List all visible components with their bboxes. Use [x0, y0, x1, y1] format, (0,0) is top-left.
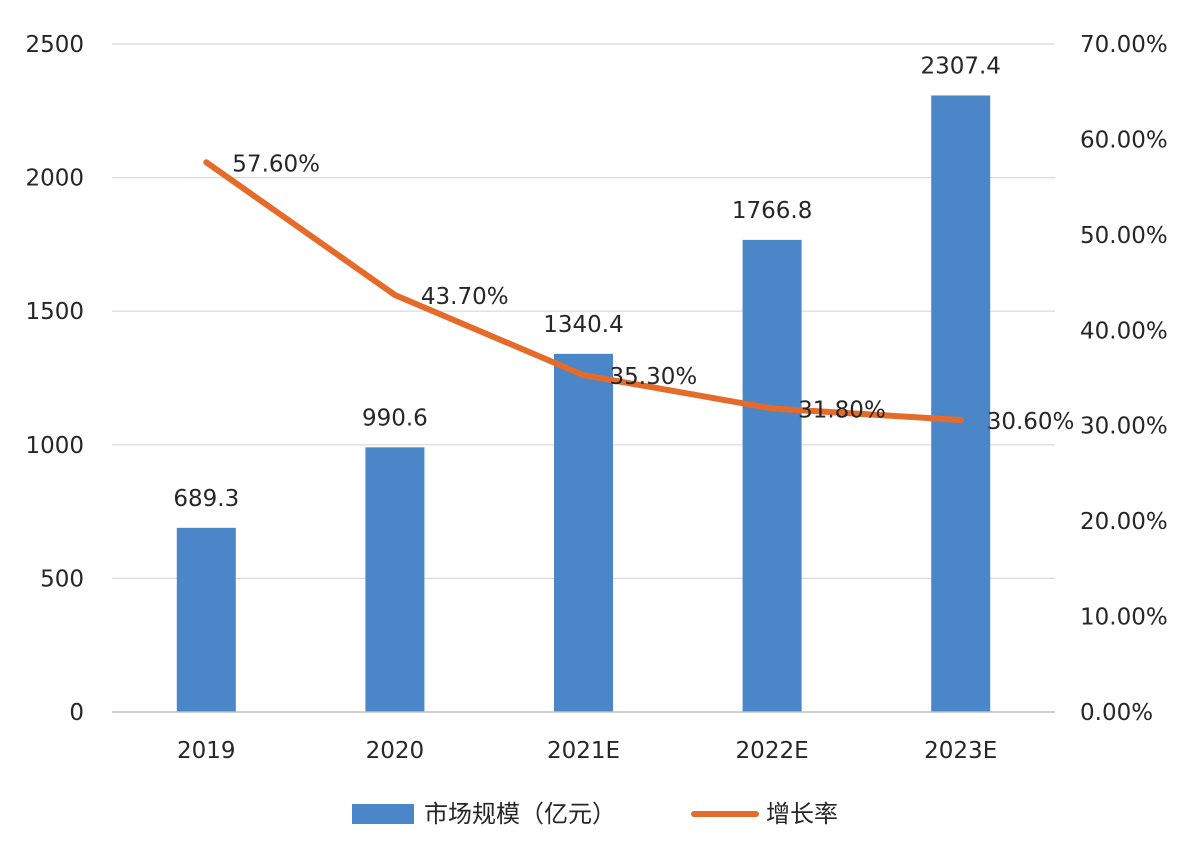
bar-data-label: 2307.4 [920, 53, 1000, 79]
line-data-label: 31.80% [798, 398, 886, 424]
line-data-labels: 57.60% 43.70% 35.30% 31.80% 30.60% [232, 151, 1074, 435]
left-tick-label: 2500 [25, 32, 84, 58]
right-tick-label: 60.00% [1080, 127, 1168, 153]
bar-data-label: 1766.8 [732, 198, 812, 224]
line-data-label: 30.60% [987, 409, 1075, 435]
right-tick-label: 30.00% [1080, 414, 1168, 440]
right-tick-label: 20.00% [1080, 509, 1168, 535]
bar-data-labels: 689.3 990.6 1340.4 1766.8 2307.4 [173, 53, 1001, 511]
bar-data-label: 689.3 [173, 486, 239, 512]
bar-2020 [365, 447, 425, 712]
bar-2022E [742, 239, 802, 712]
x-tick-label: 2021E [547, 738, 620, 764]
left-tick-label: 1500 [25, 299, 84, 325]
right-axis: 0.00% 10.00% 20.00% 30.00% 40.00% 50.00% 60.00… [1080, 32, 1168, 726]
left-tick-label: 500 [40, 566, 84, 592]
bar-2023E [931, 95, 991, 713]
left-tick-label: 2000 [25, 166, 84, 192]
gridlines [112, 43, 1055, 580]
legend-swatch-bar [352, 804, 414, 824]
bar-series [176, 95, 991, 713]
legend: 市场规模（亿元） 增长率 [352, 800, 838, 828]
bar-2019 [176, 527, 236, 712]
bar-data-label: 990.6 [362, 405, 428, 431]
left-tick-label: 0 [69, 700, 84, 726]
x-tick-label: 2019 [177, 738, 236, 764]
right-tick-label: 0.00% [1080, 700, 1153, 726]
right-tick-label: 10.00% [1080, 605, 1168, 631]
right-tick-label: 70.00% [1080, 32, 1168, 58]
left-tick-label: 1000 [25, 433, 84, 459]
legend-label-bar: 市场规模（亿元） [424, 800, 616, 828]
line-series [203, 159, 964, 423]
x-tick-label: 2020 [366, 738, 425, 764]
bar-2021E [554, 353, 613, 712]
x-axis: 2019 2020 2021E 2022E 2023E [112, 711, 1055, 764]
legend-label-line: 增长率 [766, 800, 838, 828]
x-tick-label: 2023E [924, 738, 997, 764]
line-data-label: 35.30% [610, 364, 698, 390]
left-axis: 0 500 1000 1500 2000 2500 [25, 32, 84, 726]
right-tick-label: 40.00% [1080, 318, 1168, 344]
right-tick-label: 50.00% [1080, 223, 1168, 249]
x-tick-label: 2022E [736, 738, 809, 764]
bar-data-label: 1340.4 [543, 312, 623, 338]
line-data-label: 43.70% [421, 284, 509, 310]
line-data-label: 57.60% [232, 151, 320, 177]
